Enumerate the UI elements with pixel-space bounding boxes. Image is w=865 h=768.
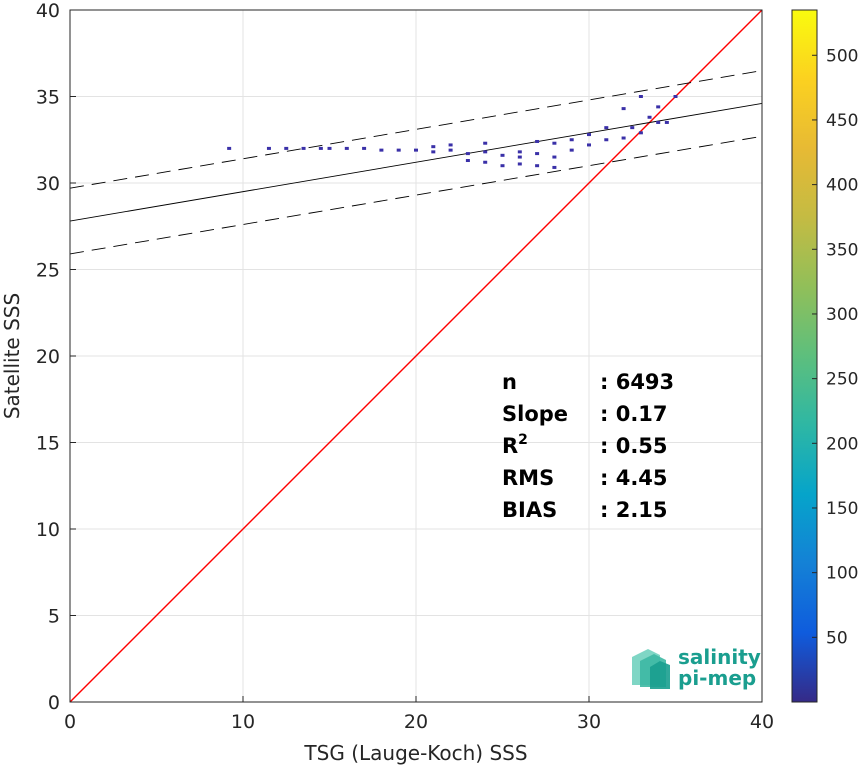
stat-value: : 0.17 <box>600 402 668 426</box>
y-tick-label: 15 <box>36 433 60 455</box>
stat-value: : 0.55 <box>600 434 668 458</box>
density-point <box>227 146 232 150</box>
density-point <box>535 139 540 143</box>
stat-label: RMS <box>502 466 554 490</box>
density-point <box>517 162 522 166</box>
density-point <box>552 141 557 145</box>
density-point <box>517 150 522 154</box>
density-point <box>483 141 488 145</box>
colorbar-tick-label: 450 <box>826 111 858 131</box>
density-point <box>587 143 591 147</box>
y-tick-label: 20 <box>36 346 60 368</box>
stat-label: Slope <box>502 402 568 426</box>
x-tick-label: 40 <box>750 711 774 733</box>
colorbar-tick-label: 350 <box>826 240 858 260</box>
y-tick-label: 5 <box>48 606 60 628</box>
density-point <box>673 95 678 98</box>
confidence-line <box>70 135 762 255</box>
fit-line <box>70 102 762 222</box>
density-point <box>569 138 574 142</box>
x-tick-label: 30 <box>577 711 601 733</box>
density-point <box>664 120 669 124</box>
density-point <box>638 95 643 98</box>
confidence-line <box>70 70 762 189</box>
density-point <box>621 136 626 140</box>
stat-label: n <box>502 370 517 394</box>
x-tick-label: 0 <box>64 711 76 733</box>
one-to-one-line <box>70 10 762 702</box>
density-point <box>465 159 470 163</box>
colorbar-tick-label: 200 <box>826 434 858 454</box>
density-point <box>414 148 418 152</box>
density-point <box>344 146 349 150</box>
colorbar-ticks: 50 100 150 200 250 300 350 400 450 500 <box>812 46 858 648</box>
y-tick-label: 30 <box>36 173 60 195</box>
density-points <box>227 95 678 169</box>
stat-value: : 2.15 <box>600 498 668 522</box>
density-point <box>587 133 591 137</box>
density-point <box>318 146 323 150</box>
colorbar-tick-label: 50 <box>826 628 848 648</box>
density-point <box>604 138 609 142</box>
density-point <box>500 153 505 157</box>
density-point <box>284 146 289 150</box>
x-tick-label: 10 <box>231 711 255 733</box>
y-tick-label: 0 <box>48 692 60 714</box>
y-tick-label: 35 <box>36 87 60 109</box>
density-point <box>465 152 470 156</box>
x-axis-ticks: 0 10 20 30 40 <box>64 696 774 733</box>
y-axis-ticks: 0 5 10 15 20 25 30 35 40 <box>36 0 76 714</box>
density-point <box>638 131 643 135</box>
colorbar <box>792 10 817 702</box>
density-point <box>379 148 384 152</box>
salinity-pi-mep-logo: salinity pi-mep <box>632 645 761 690</box>
stat-label: BIAS <box>502 498 557 522</box>
stat-superscript: 2 <box>518 432 528 448</box>
density-point <box>517 155 522 159</box>
logo-line1: salinity <box>678 645 761 669</box>
density-point <box>552 165 557 169</box>
colorbar-tick-label: 150 <box>826 499 858 519</box>
density-point <box>535 152 540 156</box>
reference-lines <box>70 10 762 702</box>
stat-value: : 4.45 <box>600 466 668 490</box>
density-point <box>327 146 332 150</box>
colorbar-tick-label: 500 <box>826 46 858 66</box>
density-point <box>362 146 367 150</box>
density-point <box>431 150 436 154</box>
density-point <box>396 148 401 152</box>
stat-value: : 6493 <box>600 370 674 394</box>
density-point <box>630 126 635 130</box>
density-point <box>301 146 306 150</box>
y-axis-label: Satellite SSS <box>0 293 24 419</box>
density-point <box>535 164 540 168</box>
colorbar-frame <box>791 9 818 703</box>
density-point <box>431 145 436 149</box>
x-tick-label: 20 <box>404 711 428 733</box>
y-tick-label: 40 <box>36 0 60 22</box>
density-point <box>647 115 652 119</box>
y-tick-label: 10 <box>36 519 60 541</box>
density-point <box>656 105 661 109</box>
density-point <box>483 150 488 154</box>
x-axis-label: TSG (Lauge-Koch) SSS <box>303 741 527 765</box>
colorbar-tick-label: 400 <box>826 176 858 196</box>
density-point <box>552 155 557 159</box>
density-point <box>604 126 609 130</box>
density-point <box>266 146 271 150</box>
colorbar-tick-label: 100 <box>826 564 858 584</box>
density-point <box>621 107 626 111</box>
colorbar-tick-label: 250 <box>826 370 858 390</box>
density-point <box>656 120 661 124</box>
density-point <box>448 148 453 152</box>
logo-line2: pi-mep <box>678 666 756 690</box>
y-tick-label: 25 <box>36 260 60 282</box>
density-point <box>448 143 453 147</box>
density-point <box>569 148 574 152</box>
density-point <box>500 164 505 168</box>
colorbar-tick-label: 300 <box>826 305 858 325</box>
density-point <box>483 160 488 164</box>
